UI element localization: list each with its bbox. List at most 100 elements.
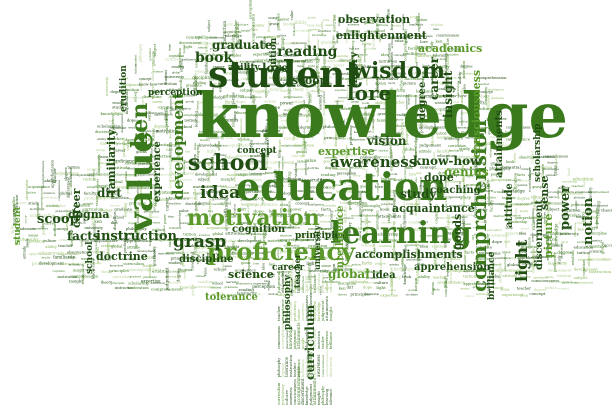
- tiny-word: grasp: [532, 185, 542, 189]
- tiny-word: judgement: [531, 215, 548, 219]
- tiny-word: familiarity: [484, 87, 488, 105]
- tiny-word: notion: [250, 139, 254, 151]
- trunk-word: consciousness: [277, 326, 281, 349]
- tiny-word: wisdom: [180, 178, 192, 182]
- word-vision: vision: [366, 134, 407, 148]
- tiny-word: picture: [278, 139, 282, 152]
- tiny-word: intelligence: [403, 51, 427, 56]
- tiny-word: experience: [222, 109, 226, 127]
- tiny-word: ken: [333, 14, 337, 21]
- tiny-word: vision: [458, 120, 468, 124]
- tiny-word: book: [253, 221, 260, 225]
- tiny-word: student: [143, 264, 156, 268]
- tiny-word: knowledge: [543, 167, 560, 171]
- tiny-word: degree: [463, 255, 467, 265]
- trunk-word: insight: [316, 391, 321, 405]
- tiny-word: faculty: [42, 255, 52, 259]
- trunk-word: teacher: [293, 363, 297, 377]
- tiny-word: philosophy: [360, 155, 381, 159]
- tiny-word: apprehension: [561, 192, 585, 196]
- tiny-word: knowledge: [417, 188, 421, 205]
- tiny-word: accomplishments: [459, 156, 487, 160]
- tiny-word: discernment: [451, 215, 468, 219]
- tiny-word: genius: [474, 161, 486, 165]
- tiny-word: doctrine: [420, 234, 433, 238]
- tiny-word: curriculum: [123, 262, 144, 266]
- tiny-word: ability: [418, 275, 431, 279]
- tiny-word: teacher: [153, 233, 167, 237]
- tiny-word: brilliance: [59, 238, 74, 242]
- tiny-word: insight: [270, 88, 283, 92]
- tiny-word: book: [477, 198, 486, 202]
- word-motivation: motivation: [187, 205, 320, 231]
- tiny-word: culture: [278, 208, 282, 218]
- tiny-word: dope: [128, 221, 135, 225]
- tiny-word: science: [317, 111, 321, 122]
- tiny-word: observation: [284, 226, 301, 230]
- tiny-word: culture: [167, 144, 180, 148]
- tiny-word: lore: [561, 226, 570, 231]
- tiny-word: coaching: [575, 221, 592, 225]
- tiny-word: book: [283, 22, 294, 27]
- tiny-word: doctrine: [377, 69, 393, 73]
- tiny-word: scoop: [194, 58, 198, 68]
- tiny-word: power: [387, 188, 391, 199]
- word-accomplishments: accomplishments: [355, 248, 463, 261]
- trunk-word: brilliance: [285, 306, 289, 321]
- tiny-word: insight: [83, 201, 94, 205]
- tiny-word: potential: [334, 112, 338, 126]
- tiny-word: education: [416, 266, 420, 285]
- word-discipline: discipline: [179, 254, 234, 265]
- tiny-word: brilliance: [487, 95, 491, 110]
- tiny-word: school: [214, 267, 228, 272]
- trunk-word: insight: [301, 337, 305, 349]
- tiny-word: idea: [406, 166, 413, 170]
- tiny-word: scoop: [297, 250, 305, 254]
- trunk-word: insight: [285, 280, 289, 293]
- tiny-word: goods: [308, 15, 317, 19]
- tiny-word: wisdom: [557, 273, 572, 278]
- tiny-word: know-how: [546, 201, 550, 218]
- tiny-word: student: [446, 214, 450, 229]
- tiny-word: global: [59, 191, 72, 196]
- tiny-word: subject: [141, 97, 145, 109]
- tiny-word: attitude: [180, 59, 184, 73]
- tiny-word: cognition: [206, 162, 211, 182]
- tiny-word: ken: [166, 147, 174, 152]
- tiny-word: principles: [121, 137, 126, 156]
- tiny-word: experience: [308, 256, 328, 260]
- tiny-word: notion: [309, 209, 318, 213]
- tiny-word: career: [113, 148, 126, 153]
- tiny-word: notion: [399, 191, 403, 200]
- tiny-word: wisdom: [219, 78, 223, 92]
- tiny-word: facts: [198, 219, 206, 223]
- word-learning: learning: [330, 216, 472, 251]
- tiny-word: vision: [198, 51, 206, 55]
- tiny-word: development: [351, 226, 373, 230]
- tiny-word: development: [473, 191, 478, 218]
- tiny-word: idea: [280, 202, 289, 207]
- tiny-word: ability: [136, 222, 141, 235]
- tiny-word: dope: [168, 43, 172, 50]
- tiny-word: enlightenment: [288, 72, 292, 99]
- tiny-word: perception: [12, 204, 16, 224]
- tiny-word: goods: [461, 110, 473, 115]
- word-expertise: expertise: [318, 145, 375, 158]
- tiny-word: graduate: [491, 96, 505, 100]
- word-tolerance: tolerance: [205, 292, 258, 303]
- tiny-word: cognition: [308, 230, 327, 235]
- tiny-word: grasp: [239, 221, 250, 225]
- tiny-word: discipline: [232, 203, 236, 216]
- tiny-word: dope: [281, 273, 292, 278]
- tiny-word: accomplishments: [239, 118, 243, 146]
- tiny-word: tolerance: [90, 210, 95, 229]
- tiny-word: philosophy: [126, 226, 148, 231]
- tiny-word: theory: [267, 20, 271, 33]
- tiny-word: power: [323, 275, 333, 279]
- tiny-word: reading: [112, 101, 127, 105]
- tiny-word: vision: [97, 155, 109, 159]
- tiny-word: teacher: [443, 253, 447, 265]
- tiny-word: knowledge: [269, 75, 291, 80]
- tiny-word: facts: [364, 64, 372, 68]
- tiny-word: facts: [266, 150, 274, 154]
